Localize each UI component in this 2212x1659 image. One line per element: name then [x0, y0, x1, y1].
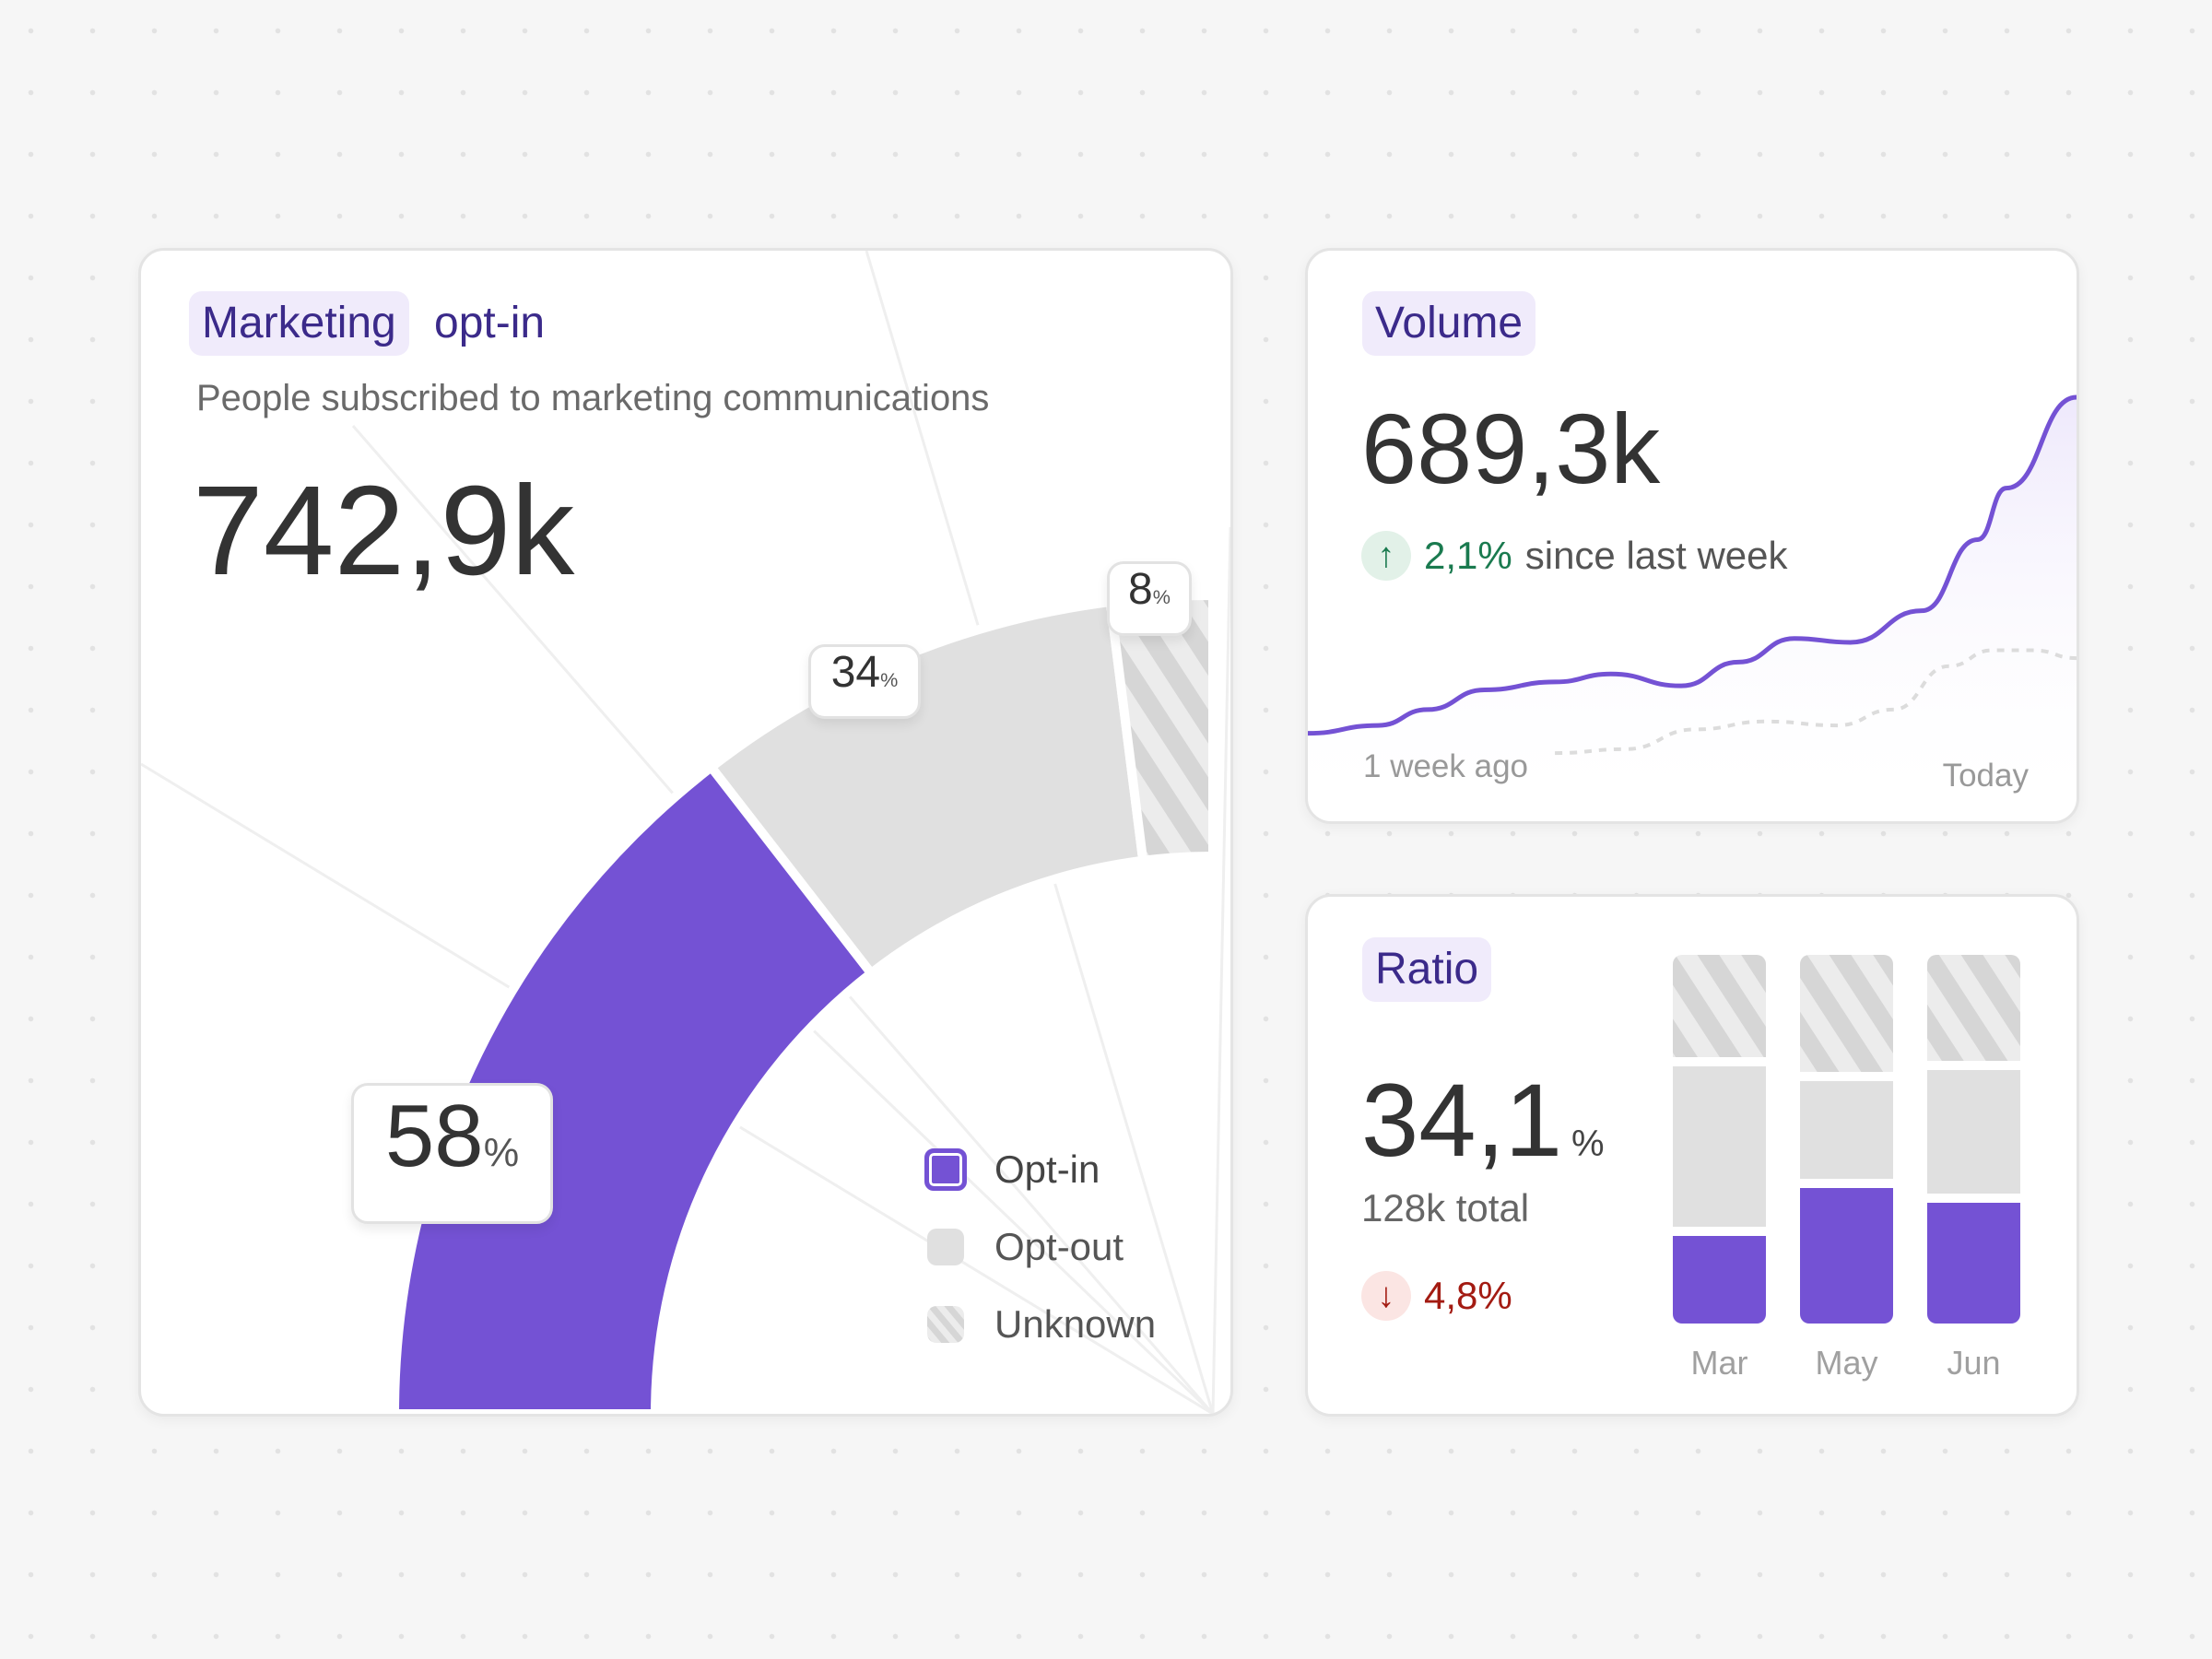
- optin-percent-label: 58%: [351, 1083, 553, 1224]
- bar-corner-fill: [1927, 1050, 2020, 1061]
- bar-corner-fill: [1927, 1203, 2020, 1214]
- card-title: Volume: [1362, 291, 1536, 356]
- volume-line: [1308, 394, 2077, 736]
- card-subtitle: People subscribed to marketing communica…: [196, 378, 990, 418]
- optin-percent-value: 58: [384, 1087, 484, 1185]
- bar-mar-unknown: [1673, 955, 1766, 1057]
- unknown-percent-label: 8%: [1107, 561, 1192, 636]
- total-value: 742,9k: [193, 460, 575, 602]
- ratio-unit: %: [1571, 1124, 1605, 1164]
- bar-corner-fill: [1673, 1236, 1766, 1247]
- x-tick-label: May: [1815, 1344, 1878, 1382]
- optout-percent-label: 34%: [808, 644, 921, 719]
- x-label-end: Today: [1942, 758, 2029, 794]
- percent-unit: %: [1152, 585, 1171, 608]
- arrow-down-icon: ↓: [1361, 1271, 1411, 1321]
- square-filled-icon: [927, 1229, 964, 1265]
- bar-may-opt-out: [1800, 1081, 1893, 1179]
- volume-delta: ↑ 2,1% since last week: [1361, 531, 1788, 581]
- ratio-delta: ↓ 4,8%: [1361, 1271, 1512, 1321]
- marketing-optin-card: Marketing opt-in People subscribed to ma…: [138, 248, 1233, 1417]
- card-title: opt-in: [434, 299, 546, 347]
- previous-period-line: [1555, 648, 2077, 756]
- x-label-start: 1 week ago: [1363, 748, 1529, 784]
- legend-label: Opt-in: [994, 1147, 1100, 1191]
- guide-line: [1211, 526, 1230, 1414]
- bar-jun-opt-in: [1927, 1203, 2020, 1324]
- ratio-value: 34,1 %: [1361, 1061, 1605, 1180]
- ratio-number: 34,1: [1361, 1063, 1562, 1178]
- volume-line-chart: [1308, 394, 2077, 821]
- percent-unit: %: [483, 1131, 520, 1175]
- delta-value: 2,1%: [1424, 534, 1512, 577]
- bar-may-opt-in: [1800, 1188, 1893, 1324]
- ratio-card: Ratio 34,1 % 128k total ↓ 4,8% Mar May J…: [1305, 894, 2079, 1417]
- volume-card: Volume 689,3k ↑ 2,1% since last week 1 w…: [1305, 248, 2079, 824]
- square-outline-icon: [924, 1148, 967, 1191]
- bar-mar-opt-out: [1673, 1066, 1766, 1227]
- legend-item-unknown: Unknown: [924, 1302, 1156, 1347]
- delta-suffix: since last week: [1524, 534, 1788, 577]
- card-title: Ratio: [1362, 937, 1492, 1002]
- bar-mar-opt-in: [1673, 1236, 1766, 1324]
- legend-label: Opt-out: [994, 1225, 1124, 1268]
- ratio-total: 128k total: [1361, 1186, 1530, 1230]
- delta-value: 4,8%: [1424, 1274, 1512, 1317]
- arrow-up-icon: ↑: [1361, 531, 1411, 581]
- hatched-square-icon: [927, 1306, 964, 1343]
- card-title-highlight: Marketing: [189, 291, 409, 356]
- volume-value: 689,3k: [1361, 393, 1661, 504]
- optout-percent-value: 34: [830, 648, 881, 697]
- bar-jun-unknown: [1927, 955, 2020, 1061]
- unknown-percent-value: 8: [1128, 565, 1153, 614]
- bar-jun-opt-out: [1927, 1070, 2020, 1194]
- bar-may-unknown: [1800, 955, 1893, 1072]
- bar-corner-fill: [1800, 1061, 1893, 1072]
- x-tick-label: Mar: [1690, 1344, 1748, 1382]
- legend-label: Unknown: [994, 1302, 1157, 1346]
- ratio-bar-chart: [1673, 955, 2020, 1324]
- volume-area: [1308, 397, 2077, 821]
- percent-unit: %: [880, 668, 899, 691]
- legend-item-optout: Opt-out: [924, 1225, 1124, 1269]
- bar-corner-fill: [1800, 1188, 1893, 1199]
- bar-corner-fill: [1673, 1046, 1766, 1057]
- x-tick-label: Jun: [1947, 1344, 2001, 1382]
- legend-item-optin: Opt-in: [924, 1147, 1100, 1192]
